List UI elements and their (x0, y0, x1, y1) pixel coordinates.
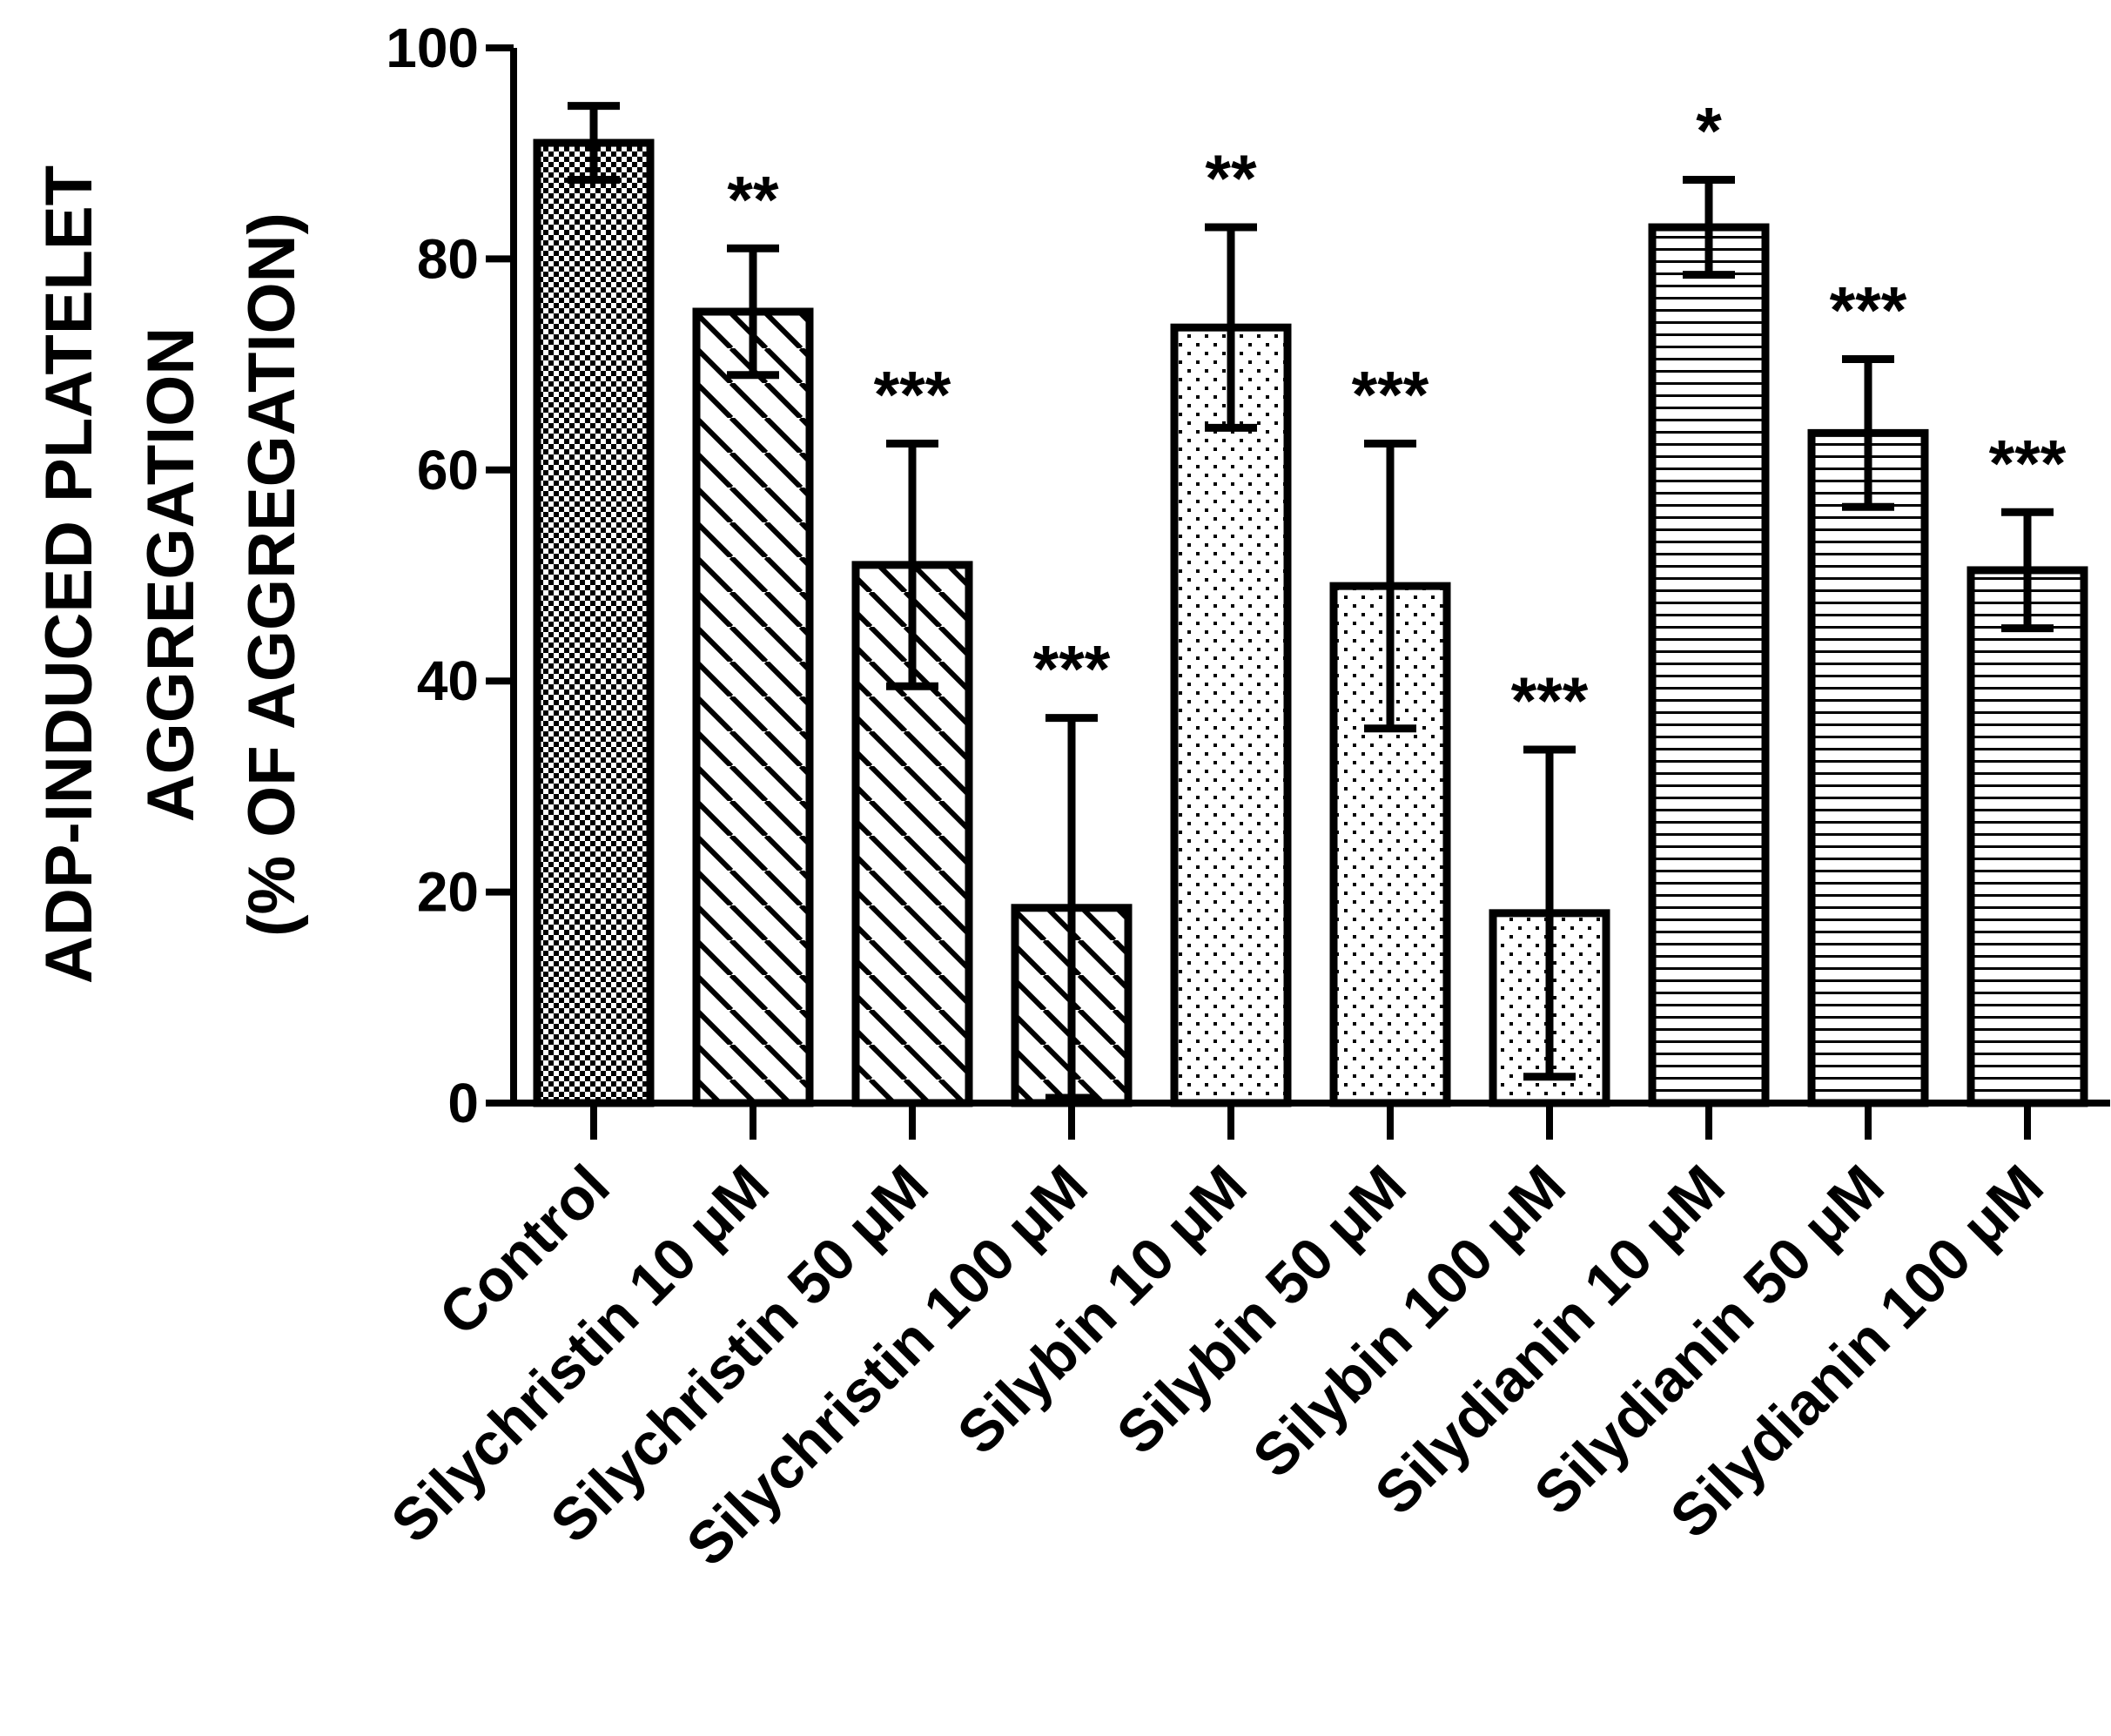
y-tick-label: 100 (386, 17, 479, 79)
y-axis-title-line: (% OF AGGREGATION) (235, 212, 309, 937)
bar (1966, 566, 2088, 1107)
y-tick-label: 0 (447, 1072, 479, 1134)
significance-label: ** (1205, 142, 1257, 216)
bar (692, 307, 814, 1107)
bar (533, 138, 655, 1107)
significance-label: *** (1511, 664, 1589, 738)
y-tick-label: 60 (417, 439, 479, 501)
bar (1807, 428, 1929, 1107)
bar (1170, 323, 1292, 1107)
category-label: Silybin 10 μM (945, 1153, 1260, 1467)
bar (1648, 223, 1770, 1107)
significance-label: *** (874, 359, 951, 433)
significance-label: *** (1352, 359, 1429, 433)
category-label: Silybin 50 μM (1105, 1153, 1419, 1467)
y-axis-title-line: AGGREGATION (134, 327, 208, 823)
y-tick-label: 20 (417, 861, 479, 924)
significance-label: *** (1989, 427, 2067, 501)
significance-label: *** (1033, 633, 1111, 707)
significance-label: * (1696, 95, 1722, 169)
significance-label: ** (727, 163, 779, 237)
y-tick-label: 80 (417, 227, 479, 290)
y-tick-label: 40 (417, 649, 479, 712)
y-axis-title: ADP-INDUCED PLATELET AGGREGATION (% OF AGG… (32, 165, 309, 984)
y-axis-title-line: ADP-INDUCED PLATELET (32, 165, 106, 984)
bars: *********************** (533, 95, 2088, 1107)
significance-label: *** (1830, 274, 1907, 348)
